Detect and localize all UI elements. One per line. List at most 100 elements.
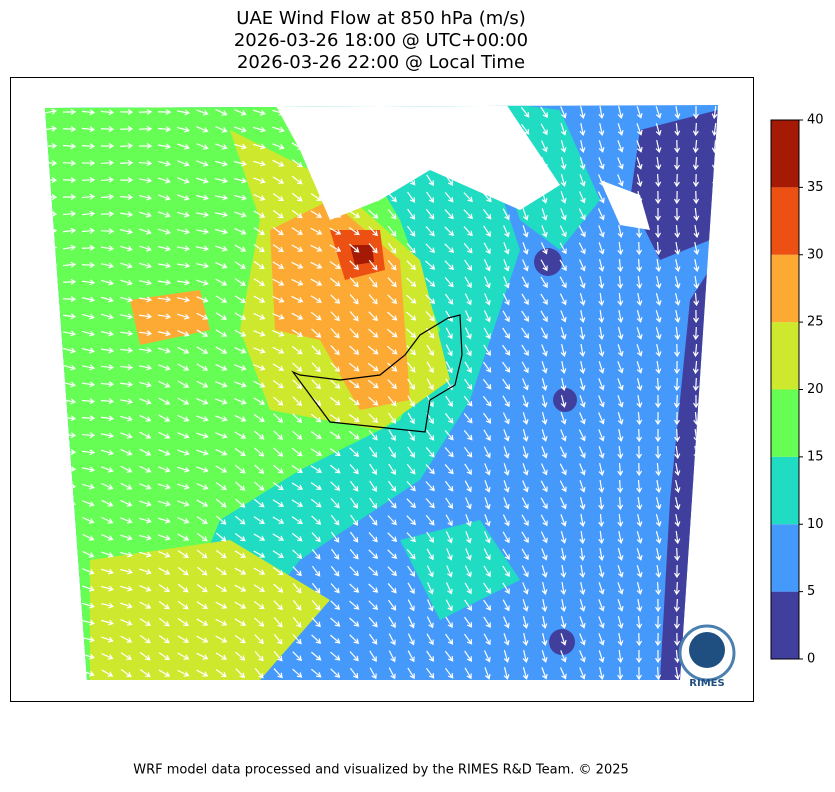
- wind-arrow: [444, 650, 454, 662]
- wind-arrow: [406, 328, 417, 338]
- wind-arrow: [101, 499, 114, 507]
- wind-arrow: [426, 565, 434, 578]
- wind-arrow: [81, 160, 96, 167]
- wind-arrow: [330, 548, 340, 560]
- wind-arrow: [348, 176, 361, 184]
- wind-arrow: [291, 329, 304, 337]
- wind-arrow: [521, 514, 529, 527]
- colorbar-segment: [771, 187, 799, 255]
- wind-arrow: [62, 313, 77, 320]
- wind-arrow: [636, 666, 643, 680]
- wind-arrow: [177, 177, 190, 184]
- wind-arrow: [253, 533, 266, 541]
- wind-arrow: [674, 105, 681, 120]
- wind-arrow: [139, 448, 152, 456]
- wind-arrow: [273, 651, 283, 662]
- wind-arrow: [522, 395, 529, 408]
- wind-arrow: [292, 616, 302, 628]
- wind-arrow: [636, 378, 643, 391]
- wind-arrow: [215, 398, 228, 405]
- wind-arrow: [158, 228, 171, 235]
- wind-arrow: [522, 463, 529, 476]
- wind-arrow: [502, 582, 510, 595]
- wind-arrow: [520, 106, 530, 118]
- wind-arrow: [482, 158, 492, 169]
- wind-arrow: [560, 581, 567, 596]
- wind-arrow: [311, 362, 321, 373]
- wind-arrow: [674, 139, 681, 154]
- wind-arrow: [579, 564, 586, 579]
- wind-arrow: [483, 650, 491, 663]
- wind-arrow: [654, 615, 661, 630]
- wind-arrow: [62, 143, 77, 150]
- wind-arrow: [521, 361, 529, 374]
- wind-arrow: [81, 227, 96, 234]
- wind-arrow: [177, 414, 190, 422]
- wind-arrow: [386, 108, 398, 117]
- wind-arrow: [82, 585, 95, 592]
- wind-arrow: [138, 160, 153, 167]
- wind-arrow: [444, 191, 454, 203]
- wind-arrow: [617, 582, 624, 595]
- wind-arrow: [502, 412, 510, 425]
- wind-arrow: [464, 310, 472, 323]
- wind-arrow: [636, 140, 643, 153]
- wind-arrow: [636, 241, 643, 256]
- wind-arrow: [272, 379, 284, 389]
- wind-arrow: [139, 483, 152, 490]
- wind-arrow: [407, 650, 415, 663]
- wind-arrow: [82, 483, 95, 490]
- wind-arrow: [407, 395, 415, 408]
- wind-arrow: [673, 377, 680, 392]
- wind-arrow: [617, 208, 624, 221]
- wind-arrow: [273, 633, 283, 645]
- wind-arrow: [62, 261, 77, 268]
- wind-arrow: [63, 364, 76, 371]
- wind-arrow: [101, 551, 114, 558]
- wind-arrow: [216, 515, 227, 525]
- wind-arrow: [674, 122, 681, 137]
- wind-arrow: [235, 668, 245, 679]
- wind-arrow: [617, 479, 624, 494]
- wind-arrow: [234, 414, 247, 422]
- wind-arrow: [329, 448, 341, 457]
- wind-arrow: [425, 140, 435, 152]
- wind-arrow: [139, 618, 151, 626]
- wind-arrow: [598, 429, 605, 442]
- colorbar-segment: [771, 389, 799, 457]
- wind-arrow: [463, 175, 473, 186]
- wind-arrow: [386, 142, 398, 151]
- wind-arrow: [101, 669, 114, 677]
- wind-arrow: [617, 666, 624, 680]
- wind-arrow: [157, 313, 172, 320]
- wind-arrow: [560, 344, 567, 357]
- wind-arrow: [349, 294, 359, 305]
- wind-arrow: [329, 414, 341, 423]
- wind-arrow: [636, 258, 643, 273]
- wind-arrow: [119, 347, 134, 354]
- wind-arrow: [560, 378, 567, 391]
- wind-arrow: [405, 107, 417, 117]
- wind-arrow: [560, 531, 567, 544]
- wind-arrow: [386, 328, 398, 338]
- wind-arrow: [120, 635, 133, 643]
- wind-arrow: [406, 225, 416, 237]
- wind-arrow: [272, 176, 285, 184]
- wind-arrow: [692, 122, 699, 137]
- wind-arrow: [369, 463, 377, 475]
- wind-arrow: [655, 190, 662, 205]
- wind-arrow: [367, 362, 379, 372]
- wind-arrow: [101, 516, 114, 524]
- wind-arrow: [502, 599, 510, 612]
- wind-arrow: [311, 141, 322, 151]
- wind-arrow: [119, 211, 134, 218]
- wind-arrow: [464, 276, 472, 289]
- wind-arrow: [388, 463, 396, 475]
- wind-arrow: [444, 260, 454, 271]
- wind-arrow: [655, 394, 662, 409]
- wind-arrow: [521, 174, 529, 187]
- wind-arrow: [253, 380, 266, 388]
- wind-arrow: [368, 328, 379, 338]
- wind-arrow: [62, 244, 77, 251]
- colorbar-segment: [771, 591, 799, 659]
